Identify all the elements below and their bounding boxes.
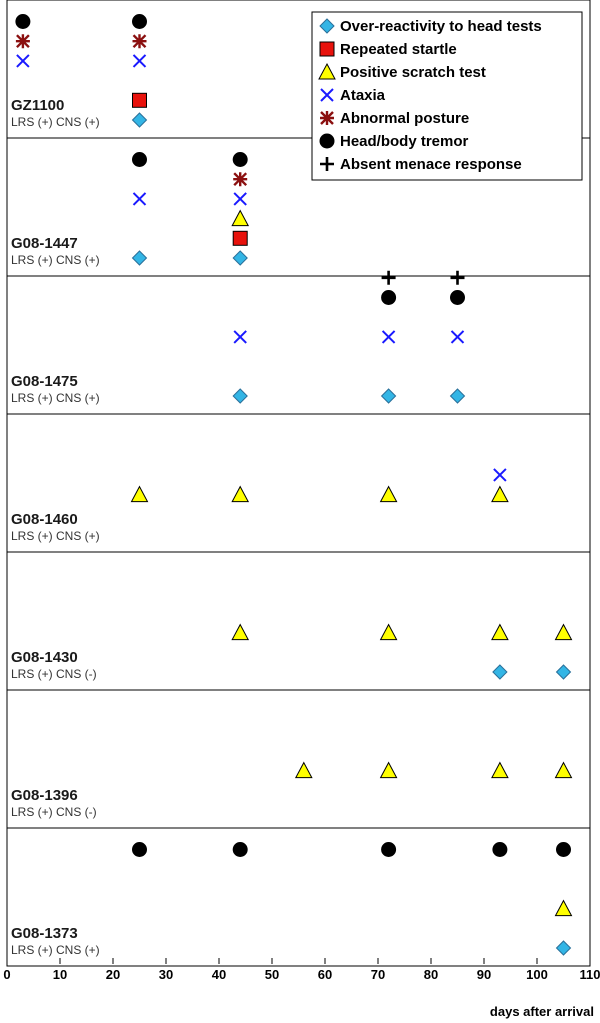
- legend: Over-reactivity to head tests Repeated st…: [311, 11, 583, 181]
- scratch-marker: [554, 761, 573, 779]
- legend-item-label: Positive scratch test: [340, 64, 486, 81]
- menace-marker: [381, 270, 396, 285]
- legend-box: [311, 11, 583, 181]
- overreact-marker: [232, 250, 248, 266]
- ataxia-marker: [493, 468, 507, 482]
- scratch-marker: [491, 761, 509, 779]
- animal-status-label: LRS (+) CNS (+): [11, 115, 100, 129]
- x-tick-label: 100: [526, 967, 548, 982]
- x-tick-label: 50: [265, 967, 279, 982]
- overreact-marker: [131, 112, 148, 128]
- animal-id-label: GZ1100: [11, 97, 64, 114]
- legend-ataxia-icon: [320, 88, 334, 102]
- overreact-marker: [555, 940, 572, 956]
- tremor-marker: [381, 842, 397, 857]
- legend-menace-icon: [320, 157, 334, 171]
- scratch-marker: [491, 485, 509, 503]
- posture-marker: [15, 34, 30, 49]
- posture-marker: [132, 34, 147, 49]
- legend-startle-icon: [319, 41, 335, 57]
- tremor-marker: [132, 152, 147, 167]
- tremor-marker: [15, 14, 31, 29]
- startle-marker: [232, 230, 248, 246]
- tremor-marker: [492, 842, 508, 857]
- x-tick-label: 30: [159, 967, 173, 982]
- animal-id-label: G08-1373: [11, 925, 78, 942]
- ataxia-marker: [132, 54, 147, 68]
- scratch-marker: [231, 485, 250, 503]
- animal-status-label: LRS (+) CNS (-): [11, 805, 97, 819]
- overreact-marker: [380, 388, 397, 404]
- x-tick-label: 0: [3, 967, 10, 982]
- x-tick-label: 90: [477, 967, 491, 982]
- ataxia-marker: [233, 330, 247, 344]
- animal-id-label: G08-1430: [11, 649, 78, 666]
- legend-item-label: Repeated startle: [340, 41, 457, 58]
- x-tick-label: 60: [318, 967, 332, 982]
- tremor-marker: [556, 842, 571, 857]
- animal-id-label: G08-1396: [11, 787, 78, 804]
- menace-marker: [450, 270, 465, 285]
- animal-id-label: G08-1475: [11, 373, 78, 390]
- x-tick-label: 40: [212, 967, 226, 982]
- legend-tremor-icon: [319, 133, 335, 149]
- x-axis-title: days after arrival: [490, 1004, 594, 1019]
- tremor-marker: [450, 290, 465, 305]
- legend-item-label: Head/body tremor: [340, 133, 469, 150]
- legend-scratch-icon: [318, 62, 336, 80]
- overreact-marker: [131, 250, 148, 266]
- x-tick-label: 10: [53, 967, 67, 982]
- animal-id-label: G08-1460: [11, 511, 78, 528]
- tremor-marker: [232, 842, 248, 857]
- scratch-marker: [130, 485, 149, 503]
- overreact-marker: [492, 664, 508, 680]
- x-tick-label: 20: [106, 967, 120, 982]
- scratch-marker: [554, 899, 573, 917]
- x-tick-label: 110: [580, 967, 600, 982]
- animal-status-label: LRS (+) CNS (-): [11, 667, 97, 681]
- scratch-marker: [231, 623, 250, 641]
- scratch-marker: [379, 485, 398, 503]
- ataxia-marker: [381, 330, 396, 344]
- observation-markers: [15, 14, 573, 956]
- x-tick-label: 70: [371, 967, 385, 982]
- animal-status-label: LRS (+) CNS (+): [11, 391, 100, 405]
- legend-posture-icon: [320, 111, 334, 125]
- scratch-marker: [231, 209, 250, 227]
- ataxia-marker: [16, 54, 30, 68]
- scratch-marker: [294, 761, 313, 779]
- animal-id-label: G08-1447: [11, 235, 78, 252]
- x-axis: days after arrival 0 10 20 30 40 50 60 70 80 90 10…: [3, 958, 600, 1019]
- tremor-marker: [132, 842, 147, 857]
- ataxia-marker: [132, 192, 147, 206]
- posture-marker: [233, 172, 248, 187]
- scratch-marker: [491, 623, 509, 641]
- legend-item-label: Over-reactivity to head tests: [340, 18, 542, 35]
- legend-item-label: Abnormal posture: [340, 110, 469, 127]
- legend-overreact-icon: [319, 18, 335, 34]
- animal-status-label: LRS (+) CNS (+): [11, 943, 100, 957]
- legend-item-label: Ataxia: [340, 87, 386, 104]
- scratch-marker: [379, 623, 398, 641]
- animal-panel: [6, 827, 591, 967]
- animal-status-label: LRS (+) CNS (+): [11, 529, 100, 543]
- tremor-marker: [232, 152, 248, 167]
- startle-marker: [132, 92, 147, 108]
- ataxia-marker: [450, 330, 465, 344]
- tremor-marker: [132, 14, 147, 29]
- legend-item-label: Absent menace response: [340, 156, 522, 173]
- overreact-marker: [449, 388, 466, 404]
- scratch-marker: [379, 761, 398, 779]
- x-tick-label: 80: [424, 967, 438, 982]
- overreact-marker: [555, 664, 572, 680]
- animal-status-label: LRS (+) CNS (+): [11, 253, 100, 267]
- scratch-marker: [554, 623, 573, 641]
- ataxia-marker: [233, 192, 247, 206]
- overreact-marker: [232, 388, 248, 404]
- tremor-marker: [381, 290, 397, 305]
